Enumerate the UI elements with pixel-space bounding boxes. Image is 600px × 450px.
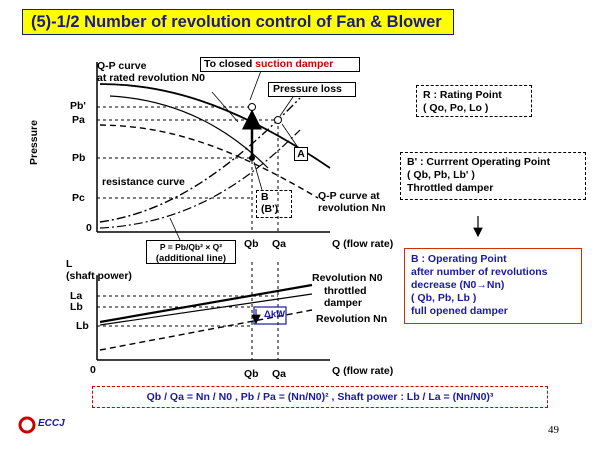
ytick-lbprime: Lb (70, 301, 83, 313)
ytick-pa: Pa (72, 114, 85, 126)
delta-kw-label: ΔkW (264, 309, 286, 320)
damper-curve (109, 95, 269, 169)
operating-point-box: B : Operating Point after number of revol… (404, 248, 582, 324)
resistance-curve-label: resistance curve (102, 176, 185, 188)
ytick-pc: Pc (72, 192, 85, 204)
to-closed-damper-label: To closed suction damper (200, 57, 360, 72)
shaft-power-label: L (shaft power) (66, 258, 132, 282)
eccj-logo: ECCJ (38, 418, 65, 429)
qp-nn-label: Q-P curve at revolution Nn (318, 190, 386, 214)
ytick-la: La (70, 290, 83, 302)
rating-point-box: R : Rating Point( Qo, Po, Lo ) (416, 85, 532, 117)
page-number: 49 (548, 424, 559, 436)
power-line-damper (99, 293, 313, 326)
ytick-zero: 0 (86, 222, 92, 234)
point-b-label: B (B') (256, 190, 292, 218)
rev-n0-label: Revolution N0 (312, 272, 383, 284)
lower-xtick-qb: Qb (244, 368, 259, 380)
qp-curve-n0 (99, 83, 331, 169)
lower-xaxis-label: Q (flow rate) (332, 365, 394, 377)
resistance-curve (99, 97, 301, 223)
xtick-qa: Qa (272, 238, 287, 250)
pressure-axis-label: Pressure (28, 120, 40, 165)
additional-line (99, 129, 301, 229)
point-a-label: A (294, 147, 308, 161)
title-banner: (5)-1/2 Number of revolution control of … (22, 9, 454, 35)
current-point-box: B' : Currrent Operating Point( Qb, Pb, L… (400, 152, 586, 200)
footer-formula: Qb / Qa = Nn / N0 , Pb / Pa = (Nn/N0)² ,… (92, 386, 548, 408)
qp-curve-nn (99, 124, 319, 199)
power-line-n0 (99, 283, 313, 324)
qp-rated-label: Q-P curve at rated revolution N0 (97, 60, 205, 84)
lower-xtick-qa: Qa (272, 368, 287, 380)
logo-icon (18, 416, 36, 434)
upper-xaxis-label: Q (flow rate) (332, 238, 394, 250)
xtick-qb: Qb (244, 238, 259, 250)
formula-box: P = Pb/Qb² × Q² (additional line) (146, 240, 236, 264)
ytick-pb: Pb (72, 152, 86, 164)
rev-nn-label: Revolution Nn (316, 313, 388, 325)
ytick-pbprime: Pb' (70, 100, 86, 112)
power-line-nn (99, 309, 313, 351)
pressure-loss-label: Pressure loss (268, 82, 356, 97)
point-bprime (248, 103, 256, 111)
slide-title: (5)-1/2 Number of revolution control of … (31, 13, 442, 31)
point-a (274, 116, 282, 124)
ytick-lb: Lb (76, 320, 89, 332)
lower-zero: 0 (90, 364, 96, 376)
throttled-label: throttled damper (324, 285, 367, 309)
point-b (249, 155, 255, 161)
